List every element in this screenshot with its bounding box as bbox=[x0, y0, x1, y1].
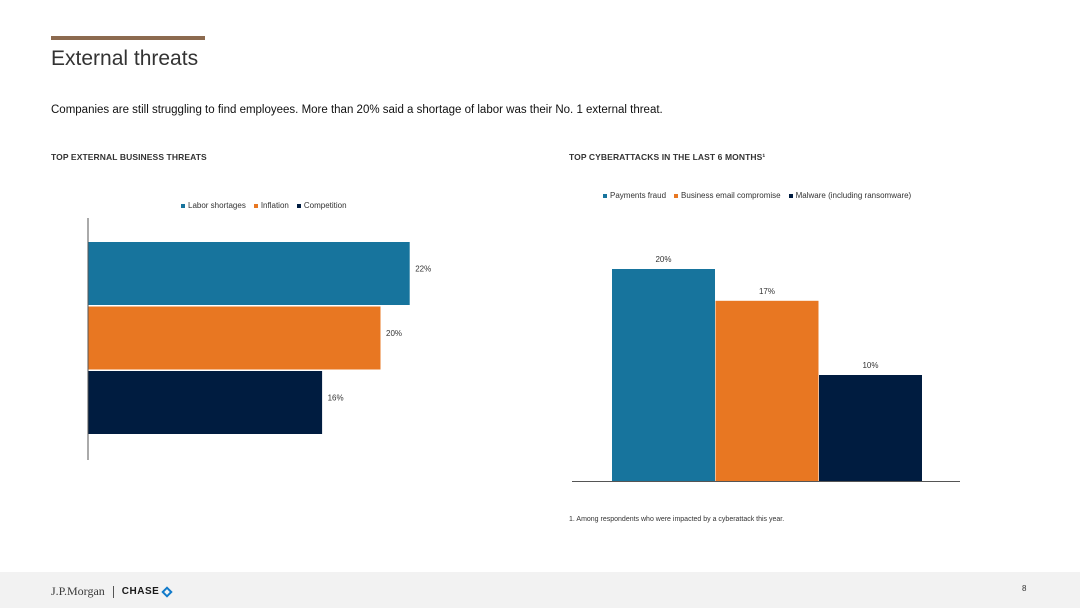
chase-octagon-icon bbox=[161, 585, 173, 598]
footnote: 1. Among respondents who were impacted b… bbox=[569, 516, 785, 523]
bar-payments-fraud bbox=[612, 269, 715, 481]
page-title: External threats bbox=[51, 47, 199, 70]
legend-item: Malware (including ransomware) bbox=[788, 191, 912, 200]
page-number: 8 bbox=[1022, 584, 1027, 593]
bar-business-email-compromise bbox=[715, 300, 819, 481]
bar-malware-including-ransomware- bbox=[819, 375, 922, 481]
jpmorgan-wordmark: J.P.Morgan bbox=[51, 584, 105, 598]
data-label: 10% bbox=[862, 361, 878, 370]
chase-wordmark: CHASE bbox=[121, 586, 160, 597]
data-label: 22% bbox=[415, 265, 431, 274]
title-accent-bar bbox=[51, 36, 205, 40]
right-chart-title: TOP CYBERATTACKS IN THE LAST 6 MONTHS¹ bbox=[569, 152, 766, 162]
legend-label: Competition bbox=[303, 201, 347, 210]
data-label: 20% bbox=[386, 329, 402, 338]
legend-label: Payments fraud bbox=[610, 191, 667, 200]
data-label: 17% bbox=[759, 287, 775, 296]
legend-label: Business email compromise bbox=[681, 191, 781, 200]
legend-item: Payments fraud bbox=[603, 191, 666, 200]
legend-swatch bbox=[674, 193, 679, 198]
legend-item: Business email compromise bbox=[674, 191, 781, 200]
legend-label: Malware (including ransomware) bbox=[795, 191, 912, 200]
right-chart-legend: Payments fraud Business email compromise M… bbox=[603, 191, 911, 200]
page-subtitle: Companies are still struggling to find e… bbox=[51, 104, 663, 116]
legend-item: Competition bbox=[296, 201, 347, 210]
legend-swatch bbox=[296, 203, 301, 208]
legend-swatch bbox=[181, 203, 185, 208]
legend-label: Labor shortages bbox=[188, 201, 246, 210]
legend-item: Inflation bbox=[253, 201, 289, 210]
legend-swatch bbox=[603, 193, 607, 198]
charts-canvas: 22% 20% 16% 20% 17% 10% bbox=[87, 218, 960, 482]
data-label: 16% bbox=[328, 394, 344, 403]
bar-competition bbox=[88, 371, 323, 434]
legend-label: Inflation bbox=[260, 201, 289, 210]
legend-swatch bbox=[253, 203, 258, 208]
bar-inflation bbox=[88, 306, 381, 370]
footer-bar bbox=[0, 572, 1080, 608]
left-chart-title: TOP EXTERNAL BUSINESS THREATS bbox=[51, 152, 207, 162]
legend-item: Labor shortages bbox=[181, 201, 246, 210]
legend-swatch bbox=[788, 193, 793, 198]
logo-divider bbox=[112, 585, 114, 598]
data-label: 20% bbox=[655, 255, 671, 264]
bar-labor-shortages bbox=[88, 242, 410, 305]
brand-logo: J.P.Morgan CHASE bbox=[51, 584, 173, 599]
left-chart-legend: Labor shortages Inflation Competition bbox=[181, 201, 347, 210]
